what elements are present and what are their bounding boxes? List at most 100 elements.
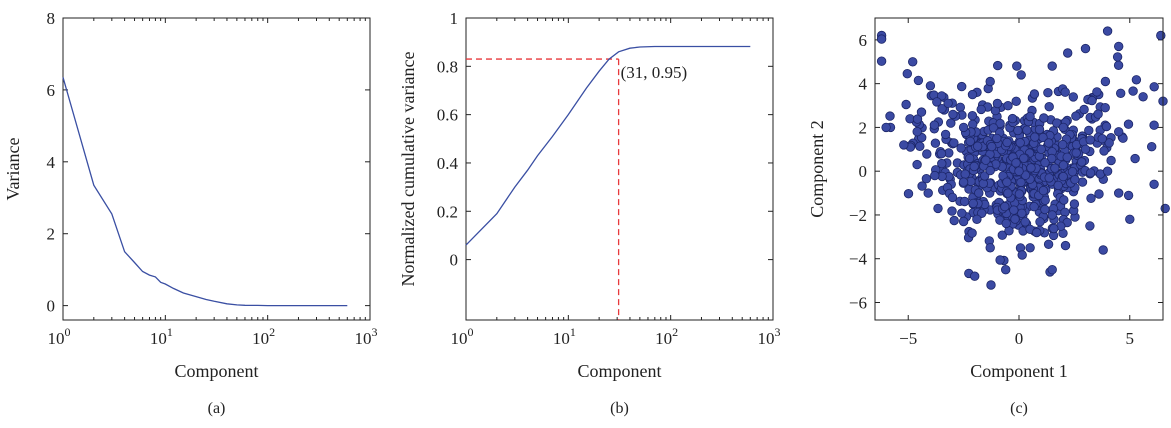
- scatter-point: [1118, 133, 1128, 143]
- x-tick-base: 10: [655, 329, 672, 348]
- panel-label: (c): [1010, 400, 1028, 417]
- annotation-label: (31, 0.95): [621, 63, 688, 82]
- x-axis-label: Component: [175, 361, 259, 381]
- scatter-point: [946, 118, 956, 128]
- scatter-point: [1097, 133, 1107, 144]
- scatter-point: [968, 198, 978, 209]
- x-tick-label: 101: [553, 325, 576, 348]
- scatter-point: [1040, 195, 1050, 206]
- y-axis-label: Normalized cumulative variance: [398, 52, 418, 287]
- scatter-point: [913, 75, 924, 86]
- scatter-point: [1017, 208, 1027, 219]
- scatter-point: [1112, 52, 1123, 62]
- scatter-point: [1067, 166, 1078, 177]
- scatter-point: [912, 159, 922, 170]
- scatter-point: [1029, 89, 1040, 99]
- scatter-point: [1146, 141, 1157, 152]
- scatter-point: [1085, 168, 1096, 178]
- scatter-point: [965, 136, 975, 147]
- scatter-point: [1069, 199, 1080, 209]
- x-tick-label: 103: [355, 325, 378, 348]
- scatter-point: [899, 140, 909, 150]
- panel-label: (b): [610, 400, 629, 417]
- scatter-point: [1040, 204, 1050, 215]
- scatter-point: [1062, 48, 1073, 58]
- scatter-point: [1086, 193, 1096, 204]
- y-tick-label: 0.6: [437, 106, 458, 125]
- scatter-point: [973, 141, 983, 152]
- scatter-point: [1076, 157, 1087, 167]
- scatter-point: [1019, 153, 1029, 164]
- y-tick-label: 0.8: [437, 57, 458, 76]
- x-tick-label: 102: [252, 325, 275, 348]
- scatter-point: [923, 188, 933, 198]
- scatter-point: [1149, 120, 1159, 130]
- scatter-point: [1128, 86, 1138, 96]
- y-tick-label: −4: [849, 250, 868, 269]
- scatter-point: [912, 114, 923, 124]
- scatter-point: [917, 181, 927, 191]
- scatter-point: [929, 120, 940, 130]
- x-tick-label: 102: [655, 325, 678, 348]
- scatter-point: [948, 109, 958, 120]
- scatter-point: [1035, 217, 1045, 227]
- scatter-point: [922, 149, 932, 159]
- scatter-point: [1044, 101, 1054, 112]
- scatter-point: [930, 138, 941, 148]
- scatter-point: [1115, 88, 1126, 99]
- scatter-point: [987, 141, 997, 152]
- y-tick-label: 1: [450, 9, 459, 28]
- scatter-point: [970, 271, 980, 281]
- scatter-point: [1044, 173, 1054, 183]
- scatter-point: [972, 214, 982, 225]
- scatter-point: [1156, 30, 1166, 41]
- scatter-point: [947, 206, 957, 216]
- scatter-point: [901, 99, 911, 110]
- scatter-point: [1080, 144, 1091, 155]
- x-tick-exp: 1: [167, 325, 173, 339]
- y-tick-label: −6: [849, 293, 867, 312]
- scatter-point: [1106, 155, 1116, 166]
- scatter-point: [981, 155, 991, 165]
- scatter-point: [943, 98, 953, 109]
- y-tick-label: 4: [859, 75, 868, 94]
- scatter-point: [1015, 138, 1025, 148]
- x-tick-label: 100: [451, 325, 474, 348]
- scatter-point: [1085, 135, 1095, 145]
- scatter-point: [1001, 218, 1011, 229]
- scatter-point: [1058, 171, 1068, 182]
- scatter-point: [915, 141, 925, 152]
- scatter-point: [1012, 61, 1022, 71]
- scatter-point: [1029, 201, 1039, 212]
- scatter-point: [949, 138, 959, 148]
- scatter-point: [1104, 138, 1114, 148]
- plot-frame: [874, 17, 1164, 321]
- y-tick-label: 0: [450, 251, 459, 270]
- scatter-point: [992, 98, 1003, 109]
- plot-frame: [465, 17, 774, 321]
- scatter-point: [1002, 137, 1012, 148]
- y-tick-label: −2: [849, 206, 867, 225]
- x-axis-label: Component: [578, 361, 662, 381]
- scatter-point: [1092, 87, 1102, 97]
- scatter-point: [995, 255, 1005, 265]
- y-tick-label: 0.2: [437, 202, 458, 221]
- scatter-point: [1113, 60, 1124, 71]
- scatter-point: [1149, 179, 1159, 190]
- scatter-point: [937, 103, 947, 114]
- scatter-point: [940, 129, 951, 140]
- scatter-point: [933, 203, 943, 214]
- scatter-point: [1046, 153, 1057, 164]
- x-axis-label: Component 1: [970, 361, 1068, 381]
- scatter-point: [1000, 201, 1010, 212]
- x-tick-exp: 1: [570, 325, 576, 339]
- x-tick-label: 103: [758, 325, 781, 348]
- panel-label: (a): [208, 400, 226, 417]
- scatter-point: [967, 228, 977, 238]
- scatter-point: [1014, 166, 1024, 176]
- scatter-point: [1001, 265, 1011, 275]
- scatter-point: [1003, 188, 1013, 198]
- scatter-point: [1003, 100, 1013, 111]
- y-tick-label: 0: [47, 297, 56, 316]
